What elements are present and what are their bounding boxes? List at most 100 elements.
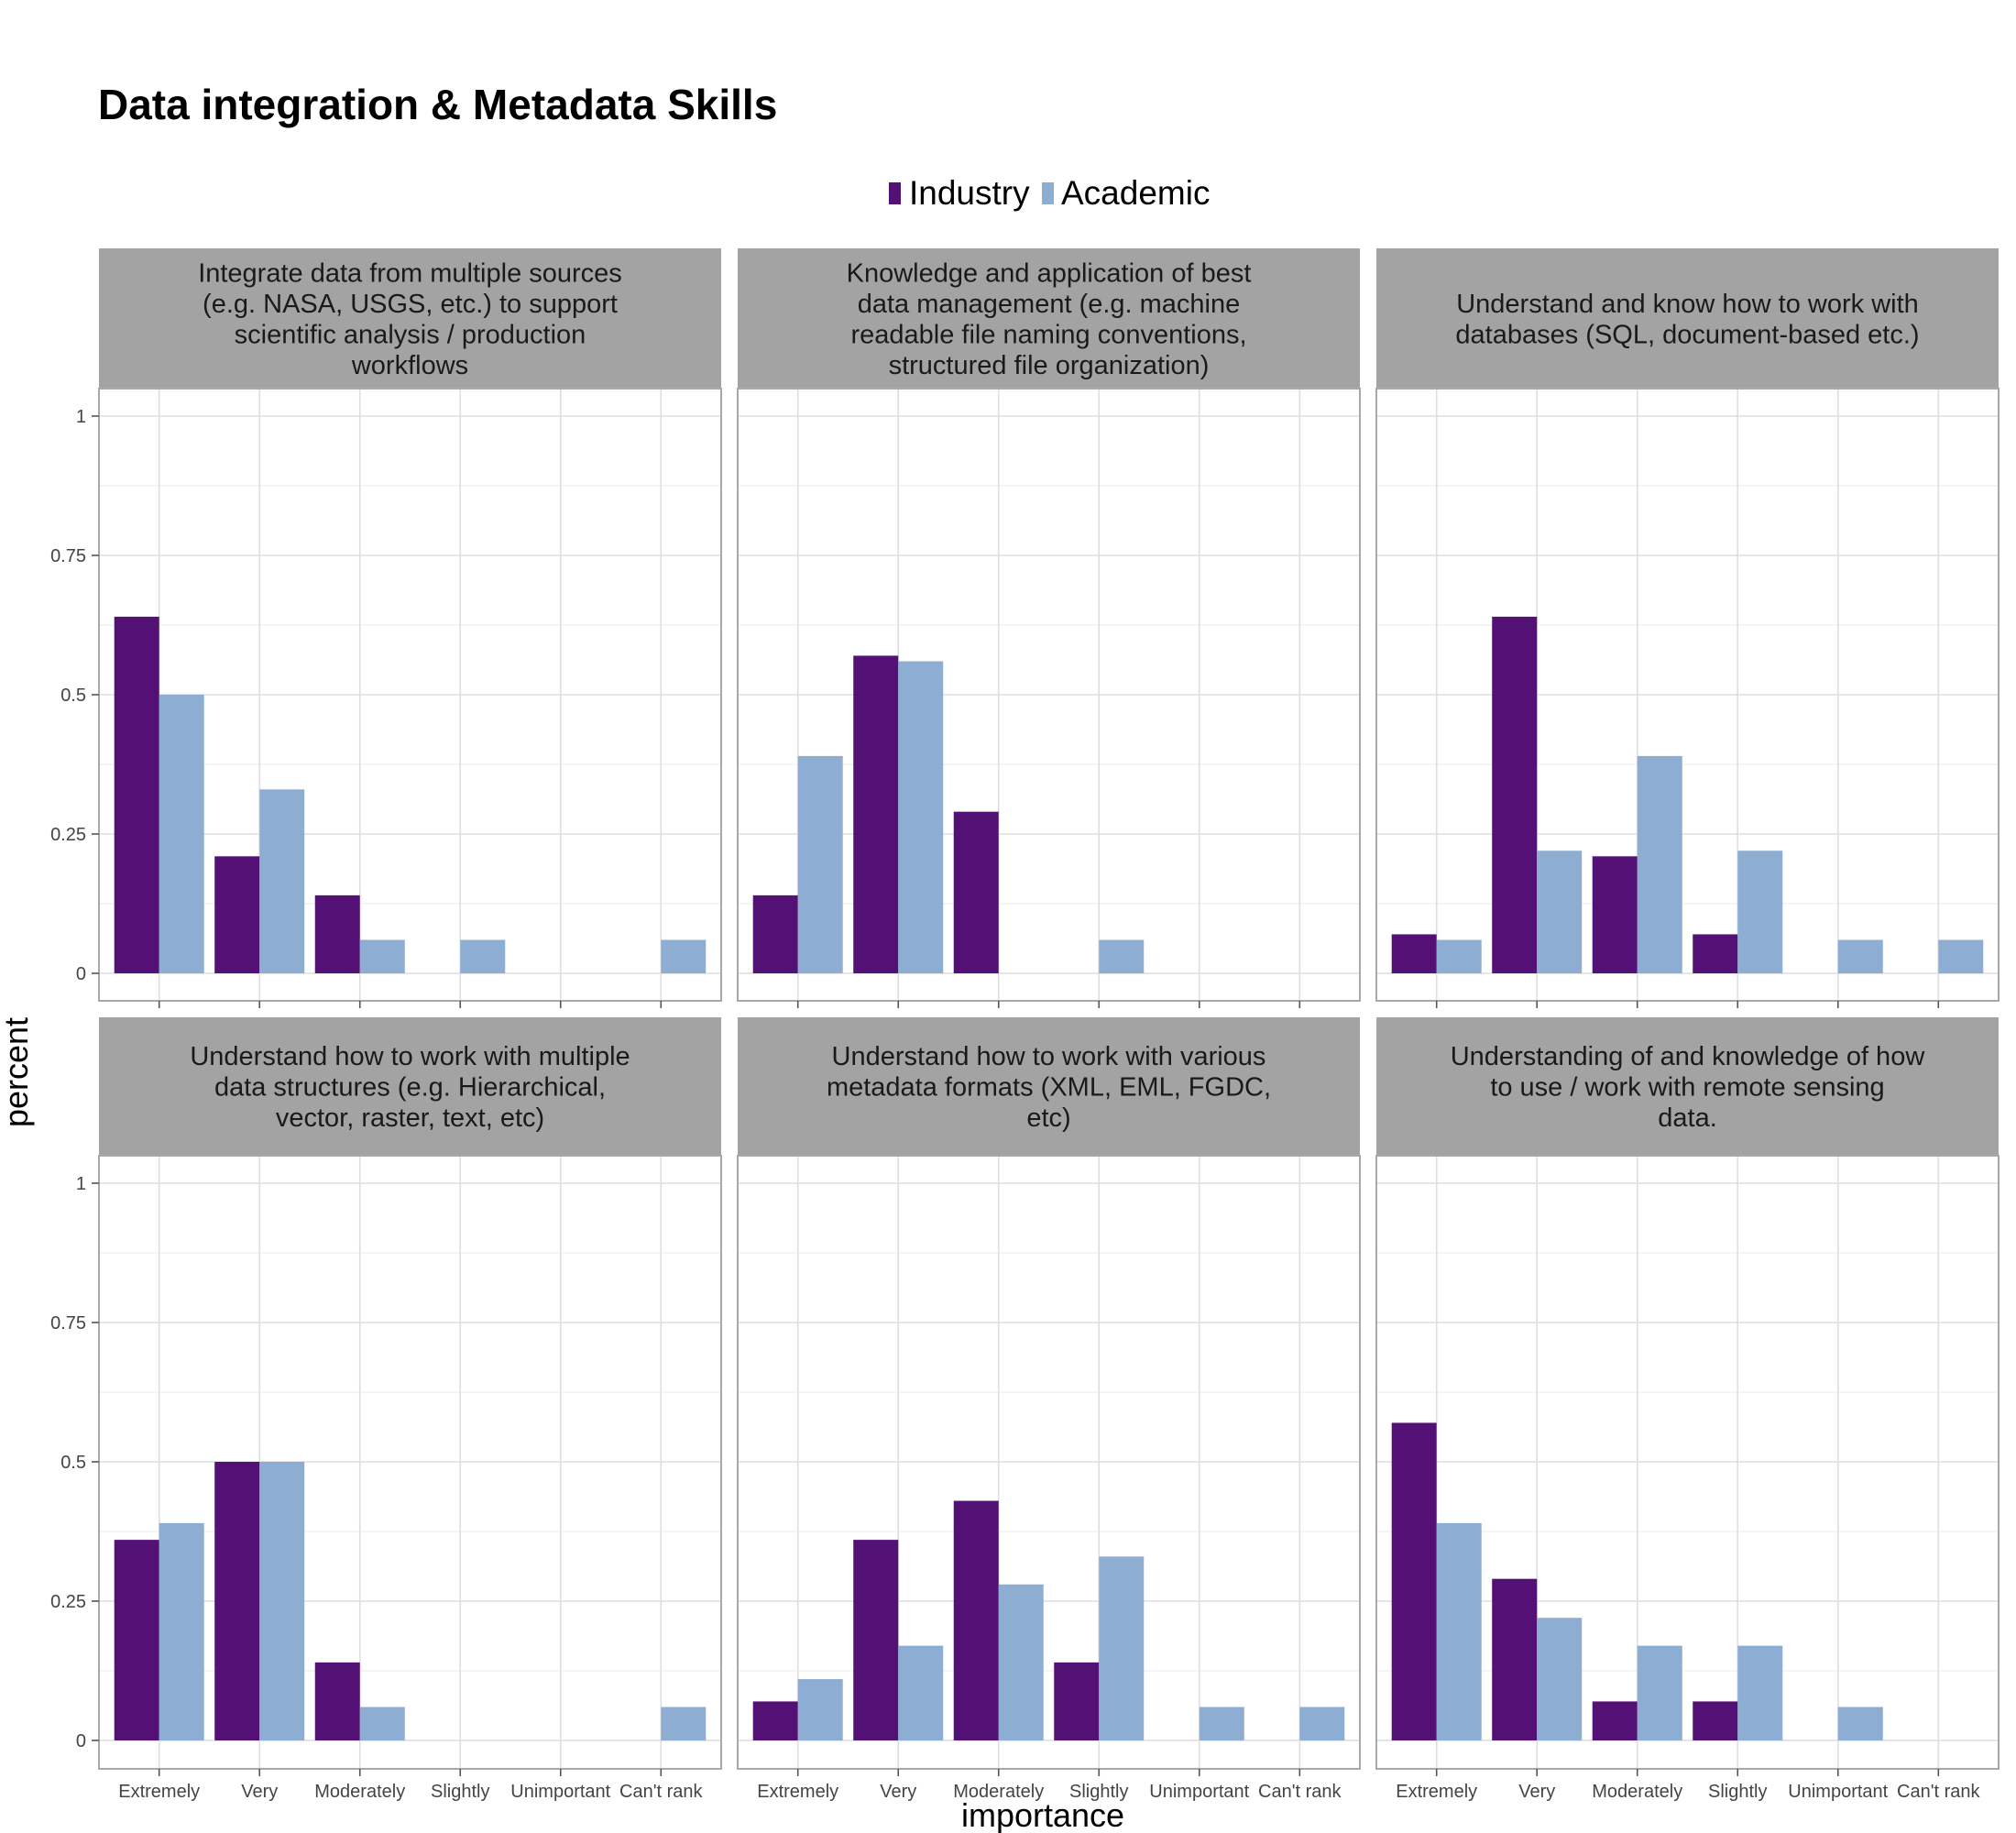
y-tick-label: 0 bbox=[76, 964, 86, 984]
bar-academic-unimportant bbox=[1199, 1707, 1244, 1740]
bar-academic-slightly bbox=[1099, 939, 1145, 973]
facet-title-line: Knowledge and application of best bbox=[847, 258, 1252, 288]
facet-panel-6: Understanding of and knowledge of howto … bbox=[1375, 1017, 2000, 1802]
x-tick-label: Unimportant bbox=[1788, 1782, 1888, 1802]
facet-strip bbox=[738, 1017, 1360, 1156]
y-tick-label: 0 bbox=[76, 1731, 86, 1751]
bar-academic-extremely bbox=[797, 755, 843, 973]
bar-industry-extremely bbox=[114, 1540, 159, 1740]
facet-panel-1: Integrate data from multiple sources(e.g… bbox=[50, 248, 722, 1008]
x-tick-label: Extremely bbox=[118, 1782, 200, 1802]
bar-industry-very bbox=[1492, 616, 1538, 973]
facet-title-line: etc) bbox=[1026, 1103, 1070, 1133]
x-tick-label: Can't rank bbox=[1897, 1782, 1981, 1802]
facet-title-line: Integrate data from multiple sources bbox=[198, 258, 622, 288]
bar-academic-slightly bbox=[1737, 1645, 1783, 1740]
chart-title: Data integration & Metadata Skills bbox=[98, 81, 777, 128]
y-axis-title: percent bbox=[0, 1017, 35, 1127]
legend-label-industry: Industry bbox=[909, 174, 1030, 212]
bar-industry-very bbox=[853, 655, 899, 973]
bar-industry-slightly bbox=[1693, 934, 1738, 973]
facet-title-line: Understand and know how to work with bbox=[1456, 290, 1919, 319]
bar-industry-moderately bbox=[314, 1662, 360, 1740]
bar-academic-can-t-rank bbox=[1299, 1707, 1345, 1740]
y-tick-label: 1 bbox=[76, 1174, 86, 1194]
x-tick-label: Very bbox=[1518, 1782, 1555, 1802]
bar-industry-extremely bbox=[752, 1701, 798, 1740]
y-tick-label: 1 bbox=[76, 407, 86, 427]
facet-panel-3: Understand and know how to work withdata… bbox=[1375, 248, 2000, 1008]
bar-academic-very bbox=[1537, 1618, 1583, 1740]
facet-title-line: vector, raster, text, etc) bbox=[276, 1103, 544, 1133]
bar-academic-extremely bbox=[159, 1522, 204, 1740]
x-tick-label: Can't rank bbox=[619, 1782, 704, 1802]
facet-title-line: metadata formats (XML, EML, FGDC, bbox=[827, 1073, 1271, 1103]
x-tick-label: Extremely bbox=[1396, 1782, 1477, 1802]
bar-academic-extremely bbox=[1436, 939, 1482, 973]
facet-strip bbox=[1376, 248, 1999, 389]
x-tick-label: Slightly bbox=[431, 1782, 489, 1802]
bar-academic-moderately bbox=[359, 939, 405, 973]
bar-industry-moderately bbox=[953, 1500, 999, 1740]
legend-swatch-academic bbox=[1042, 182, 1054, 204]
bar-industry-very bbox=[214, 1462, 260, 1740]
bar-industry-moderately bbox=[953, 811, 999, 973]
x-tick-label: Very bbox=[880, 1782, 916, 1802]
panel-border bbox=[1375, 1155, 2000, 1770]
panel-border bbox=[1375, 388, 2000, 1002]
y-tick-label: 0.25 bbox=[50, 1592, 86, 1612]
y-tick-label: 0.5 bbox=[60, 1453, 86, 1473]
bar-industry-extremely bbox=[1391, 1422, 1437, 1740]
y-tick-label: 0.75 bbox=[50, 546, 86, 566]
bar-academic-unimportant bbox=[1837, 939, 1883, 973]
x-tick-label: Very bbox=[241, 1782, 278, 1802]
legend: Industry Academic bbox=[889, 174, 1210, 212]
bar-industry-very bbox=[853, 1540, 899, 1740]
x-tick-label: Slightly bbox=[1069, 1782, 1128, 1802]
bar-academic-very bbox=[259, 789, 305, 973]
facet-title-line: structured file organization) bbox=[889, 351, 1210, 380]
x-tick-label: Moderately bbox=[1592, 1782, 1682, 1802]
bar-industry-moderately bbox=[314, 895, 360, 973]
x-tick-label: Slightly bbox=[1708, 1782, 1767, 1802]
x-tick-label: Unimportant bbox=[510, 1782, 610, 1802]
legend-label-academic: Academic bbox=[1061, 174, 1210, 212]
bar-academic-can-t-rank bbox=[661, 939, 707, 973]
facet-title-line: Understand how to work with multiple bbox=[190, 1042, 630, 1071]
bar-industry-moderately bbox=[1592, 856, 1638, 973]
bar-academic-very bbox=[259, 1462, 305, 1740]
bar-academic-can-t-rank bbox=[1938, 939, 1984, 973]
bar-industry-slightly bbox=[1693, 1701, 1738, 1740]
facet-title-line: data management (e.g. machine bbox=[858, 290, 1241, 319]
y-tick-label: 0.25 bbox=[50, 825, 86, 845]
legend-swatch-industry bbox=[889, 182, 901, 204]
bar-academic-slightly bbox=[460, 939, 506, 973]
y-tick-label: 0.75 bbox=[50, 1313, 86, 1334]
facet-title-line: workflows bbox=[351, 351, 468, 380]
bar-industry-extremely bbox=[752, 895, 798, 973]
facet-title-line: to use / work with remote sensing bbox=[1490, 1073, 1884, 1103]
bar-academic-slightly bbox=[1099, 1556, 1145, 1740]
bar-academic-unimportant bbox=[1837, 1707, 1883, 1740]
bar-industry-very bbox=[214, 856, 260, 973]
facet-title-line: data. bbox=[1658, 1103, 1717, 1133]
x-tick-label: Extremely bbox=[757, 1782, 838, 1802]
x-tick-label: Moderately bbox=[314, 1782, 405, 1802]
facet-title-line: scientific analysis / production bbox=[235, 320, 586, 349]
facet-strip bbox=[738, 248, 1360, 389]
facet-strip bbox=[99, 248, 721, 389]
facet-panel-4: Understand how to work with multipledata… bbox=[50, 1017, 722, 1802]
panel-border bbox=[737, 388, 1361, 1002]
bar-academic-very bbox=[1537, 851, 1583, 973]
facet-strip bbox=[1376, 1017, 1999, 1156]
bar-industry-moderately bbox=[1592, 1701, 1638, 1740]
facet-title-line: (e.g. NASA, USGS, etc.) to support bbox=[203, 290, 618, 319]
bar-academic-slightly bbox=[1737, 851, 1783, 973]
y-tick-label: 0.5 bbox=[60, 686, 86, 706]
bar-academic-moderately bbox=[1637, 1645, 1682, 1740]
bar-industry-extremely bbox=[1391, 934, 1437, 973]
bar-industry-slightly bbox=[1054, 1662, 1100, 1740]
facet-title-line: data structures (e.g. Hierarchical, bbox=[214, 1073, 606, 1103]
bar-academic-moderately bbox=[359, 1707, 405, 1740]
